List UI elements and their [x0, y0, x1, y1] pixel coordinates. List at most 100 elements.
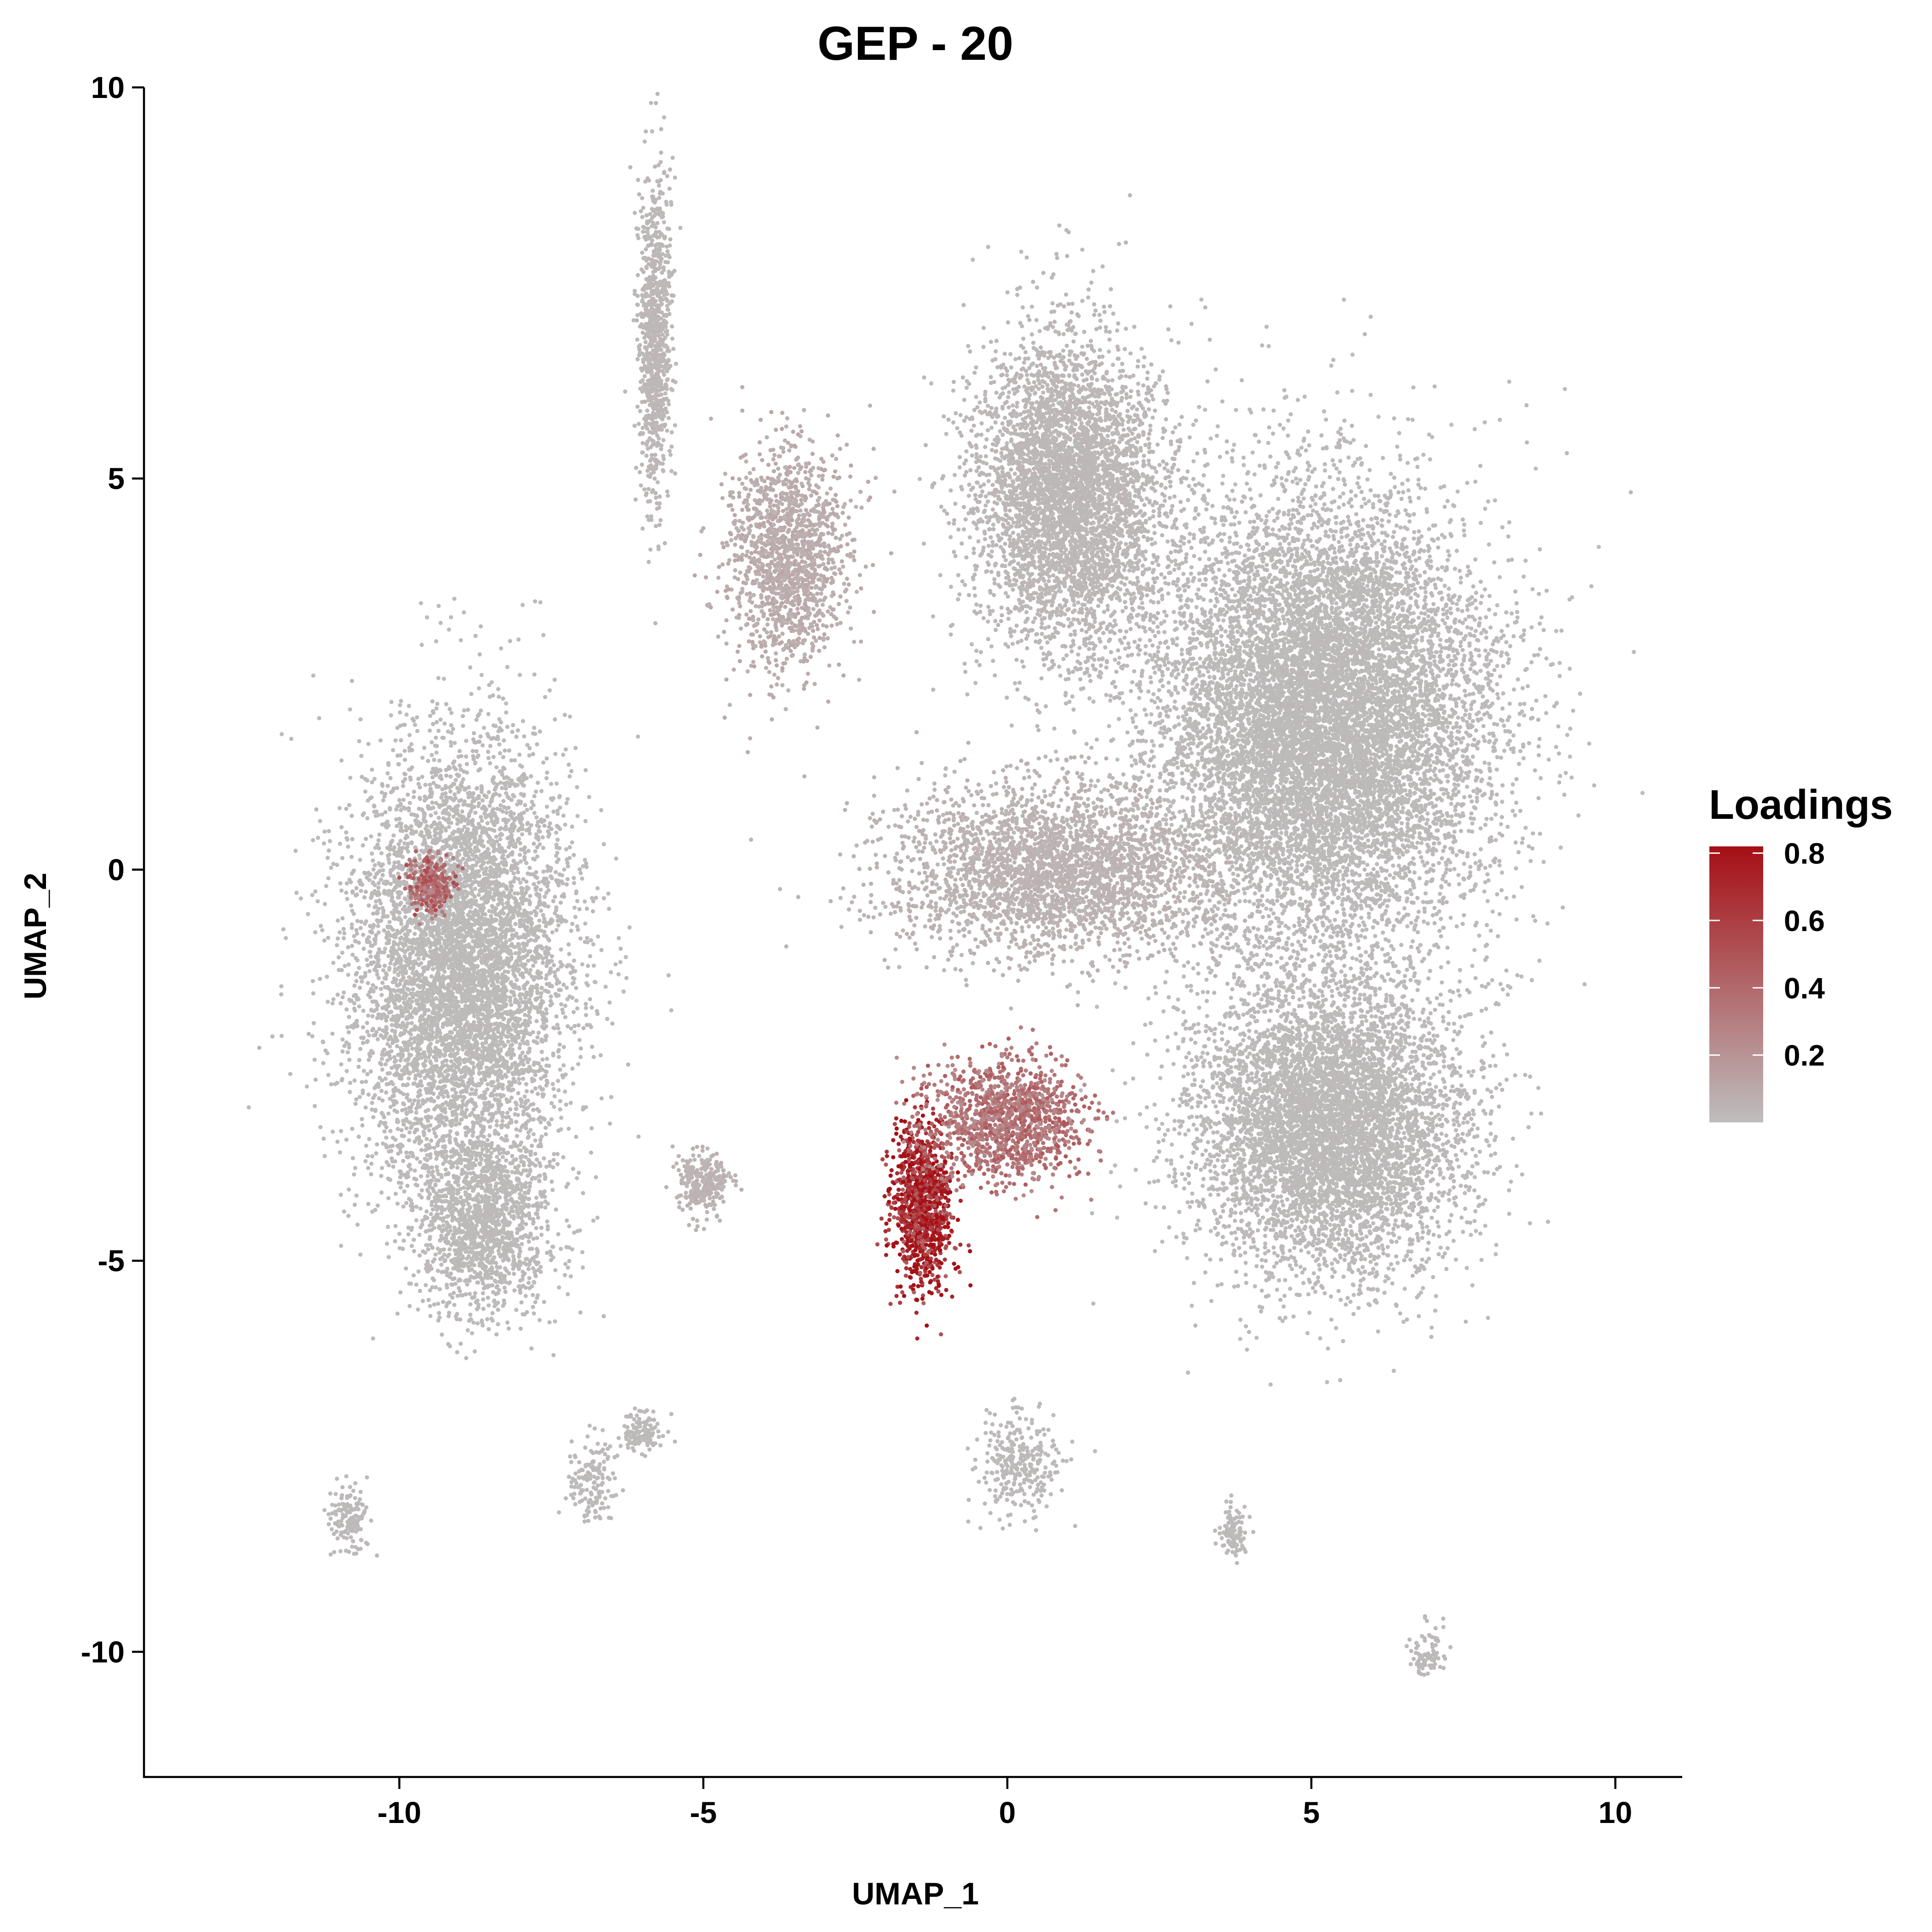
cell-point — [528, 866, 532, 870]
cell-point — [585, 865, 589, 869]
cell-point — [357, 966, 361, 970]
cell-point — [465, 868, 469, 873]
cell-point — [576, 1062, 581, 1066]
cell-point — [347, 803, 351, 807]
cell-point — [509, 924, 513, 928]
cell-point — [499, 646, 503, 650]
cell-point — [533, 874, 537, 879]
cell-point — [504, 787, 508, 791]
cell-point — [529, 774, 533, 778]
cell-point — [551, 899, 555, 903]
cell-point — [572, 1030, 576, 1034]
cell-point — [538, 730, 542, 734]
cell-point — [504, 940, 508, 944]
cell-point — [408, 1098, 412, 1103]
cell-point — [572, 959, 576, 963]
cell-point — [431, 709, 435, 713]
cell-point — [462, 920, 466, 925]
cell-point — [376, 838, 380, 842]
cell-point — [514, 1107, 518, 1111]
cell-point — [365, 778, 369, 782]
cell-point — [401, 1101, 405, 1105]
cell-point — [376, 1037, 380, 1041]
cell-point — [385, 1015, 389, 1019]
cell-point — [402, 1122, 406, 1127]
cell-point — [499, 781, 503, 785]
cell-point — [472, 840, 477, 844]
cell-point — [345, 1069, 349, 1073]
cell-point — [479, 673, 483, 677]
cell-point — [415, 814, 419, 818]
cell-point — [607, 907, 611, 911]
cell-point — [374, 814, 378, 818]
cell-point — [397, 798, 402, 802]
cell-point — [446, 862, 450, 866]
cell-point — [407, 806, 411, 811]
cell-point — [459, 638, 463, 642]
cell-point — [477, 893, 481, 897]
cell-point — [403, 981, 408, 985]
cell-point — [503, 748, 507, 753]
cell-point — [326, 1073, 330, 1077]
cell-point — [417, 957, 421, 961]
cell-point — [549, 1117, 553, 1121]
cell-point — [408, 733, 412, 737]
cell-point — [388, 847, 392, 851]
cell-point — [537, 919, 541, 923]
cell-point — [525, 808, 529, 812]
cell-point — [370, 931, 374, 935]
cell-point — [487, 873, 491, 877]
cell-point — [563, 1089, 567, 1093]
cell-point — [458, 764, 462, 768]
cell-point — [382, 794, 386, 799]
cell-point — [540, 835, 545, 840]
cell-point — [305, 1084, 309, 1088]
cell-point — [508, 639, 512, 643]
cell-point — [523, 803, 527, 807]
cell-point — [325, 975, 329, 979]
cell-point — [344, 807, 348, 811]
cell-point — [350, 1024, 354, 1028]
cell-point — [444, 1089, 448, 1093]
cell-point — [552, 810, 556, 814]
cell-point — [552, 963, 556, 967]
cell-point — [419, 1207, 423, 1211]
cell-point — [383, 964, 387, 968]
cell-point — [318, 1125, 322, 1129]
cell-point — [517, 1062, 521, 1066]
cell-point — [447, 627, 451, 632]
cell-point — [382, 1121, 386, 1125]
cell-point — [535, 1061, 539, 1065]
cell-point — [437, 759, 442, 763]
cell-point — [339, 1062, 343, 1066]
cell-point — [558, 872, 562, 876]
cell-point — [378, 869, 382, 873]
cell-point — [329, 1082, 333, 1087]
cell-point — [559, 1127, 563, 1131]
cell-point — [454, 1058, 458, 1062]
cell-point — [323, 902, 327, 906]
cell-point — [566, 864, 570, 868]
cell-point — [428, 714, 432, 718]
cell-point — [379, 1034, 383, 1038]
cell-point — [395, 1067, 399, 1071]
cell-point — [518, 853, 522, 857]
cell-point — [346, 945, 350, 949]
cell-point — [605, 1017, 609, 1021]
cell-point — [421, 1102, 425, 1106]
cell-point — [429, 1138, 433, 1143]
cell-point — [549, 796, 553, 800]
cell-point — [311, 673, 316, 678]
cell-point — [338, 1150, 342, 1155]
cell-point — [575, 814, 580, 818]
cell-point — [506, 818, 511, 822]
cell-point — [331, 1130, 335, 1134]
cell-point — [540, 1058, 545, 1062]
cell-point — [387, 861, 391, 865]
cell-point — [445, 1017, 449, 1021]
cell-point — [448, 775, 453, 779]
cell-point — [416, 1270, 420, 1274]
cell-point — [510, 884, 514, 888]
cell-point — [551, 1052, 555, 1056]
cell-point — [414, 1116, 418, 1121]
